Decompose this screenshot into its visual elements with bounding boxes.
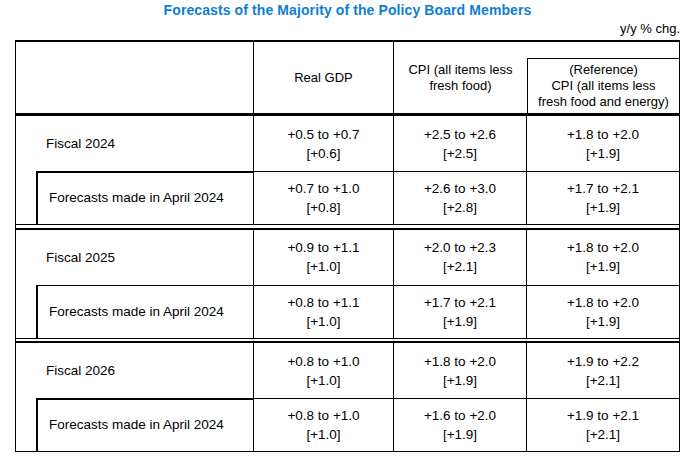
gdp-median: [+0.6] <box>306 144 340 163</box>
gdp-median: [+1.0] <box>306 257 340 276</box>
ref-range: +1.9 to +2.2 <box>567 352 639 371</box>
fiscal-2026-label: Fiscal 2026 <box>16 343 254 398</box>
april-cpi-cell: +1.7 to +2.1 [+1.9] <box>394 285 527 338</box>
april-forecast-label: Forecasts made in April 2024 <box>16 398 254 451</box>
cpi-median: [+2.5] <box>443 144 477 163</box>
fiscal-2025-row: Fiscal 2025 +0.9 to +1.1 [+1.0] +2.0 to … <box>16 230 679 285</box>
fiscal-2025-ref-cell: +1.8 to +2.0 [+1.9] <box>527 230 679 285</box>
cpi-median: [+2.8] <box>443 198 477 217</box>
page-title: Forecasts of the Majority of the Policy … <box>15 2 680 18</box>
cpi-median: [+1.9] <box>443 425 477 444</box>
cpi-median: [+2.1] <box>443 257 477 276</box>
gdp-median: [+0.8] <box>306 198 340 217</box>
section-fiscal-2024: Fiscal 2024 +0.5 to +0.7 [+0.6] +2.5 to … <box>16 116 679 225</box>
fiscal-2026-row: Fiscal 2026 +0.8 to +1.0 [+1.0] +1.8 to … <box>16 343 679 398</box>
ref-range: +1.8 to +2.0 <box>567 238 639 257</box>
ref-range: +1.8 to +2.0 <box>567 293 639 312</box>
ref-median: [+2.1] <box>586 371 620 390</box>
fiscal-2025-label: Fiscal 2025 <box>16 230 254 285</box>
ref-median: [+1.9] <box>586 257 620 276</box>
ref-median: [+1.9] <box>586 198 620 217</box>
header-cell-cpi: CPI (all items less fresh food) <box>394 42 527 113</box>
unit-note: y/y % chg. <box>15 21 680 36</box>
fiscal-2024-label: Fiscal 2024 <box>16 116 254 171</box>
ref-median: [+2.1] <box>586 425 620 444</box>
fiscal-2026-ref-cell: +1.9 to +2.2 [+2.1] <box>527 343 679 398</box>
gdp-median: [+1.0] <box>306 425 340 444</box>
table-header-row: Real GDP CPI (all items less fresh food)… <box>16 42 679 116</box>
fiscal-2025-cpi-cell: +2.0 to +2.3 [+2.1] <box>394 230 527 285</box>
cpi-range: +1.8 to +2.0 <box>424 352 496 371</box>
cpi-median: [+1.9] <box>443 312 477 331</box>
fiscal-2024-gdp-cell: +0.5 to +0.7 [+0.6] <box>254 116 394 171</box>
forecast-table: Real GDP CPI (all items less fresh food)… <box>15 40 680 452</box>
section-fiscal-2025: Fiscal 2025 +0.9 to +1.1 [+1.0] +2.0 to … <box>16 228 679 339</box>
gdp-range: +0.7 to +1.0 <box>287 179 359 198</box>
april-forecast-label: Forecasts made in April 2024 <box>16 285 254 338</box>
april-gdp-cell: +0.7 to +1.0 [+0.8] <box>254 171 394 224</box>
fiscal-2024-row: Fiscal 2024 +0.5 to +0.7 [+0.6] +2.5 to … <box>16 116 679 171</box>
fiscal-2025-gdp-cell: +0.9 to +1.1 [+1.0] <box>254 230 394 285</box>
ref-median: [+1.9] <box>586 144 620 163</box>
april-cpi-cell: +2.6 to +3.0 [+2.8] <box>394 171 527 224</box>
header-cell-empty <box>16 42 254 113</box>
fiscal-2025-april-forecast-row: Forecasts made in April 2024 +0.8 to +1.… <box>16 285 679 338</box>
reference-header-box: (Reference) CPI (all items less fresh fo… <box>527 58 679 113</box>
april-forecast-label: Forecasts made in April 2024 <box>16 171 254 224</box>
gdp-median: [+1.0] <box>306 371 340 390</box>
april-ref-cell: +1.7 to +2.1 [+1.9] <box>527 171 679 224</box>
ref-range: +1.9 to +2.1 <box>567 406 639 425</box>
april-gdp-cell: +0.8 to +1.1 [+1.0] <box>254 285 394 338</box>
fiscal-2026-cpi-cell: +1.8 to +2.0 [+1.9] <box>394 343 527 398</box>
cpi-range: +1.7 to +2.1 <box>424 293 496 312</box>
gdp-range: +0.8 to +1.1 <box>287 293 359 312</box>
cpi-range: +1.6 to +2.0 <box>424 406 496 425</box>
fiscal-2026-gdp-cell: +0.8 to +1.0 [+1.0] <box>254 343 394 398</box>
header-cell-real-gdp: Real GDP <box>254 42 394 113</box>
ref-range: +1.7 to +2.1 <box>567 179 639 198</box>
gdp-range: +0.8 to +1.0 <box>287 352 359 371</box>
april-ref-cell: +1.8 to +2.0 [+1.9] <box>527 285 679 338</box>
april-gdp-cell: +0.8 to +1.0 [+1.0] <box>254 398 394 451</box>
gdp-range: +0.5 to +0.7 <box>287 125 359 144</box>
gdp-range: +0.8 to +1.0 <box>287 406 359 425</box>
fiscal-2026-april-forecast-row: Forecasts made in April 2024 +0.8 to +1.… <box>16 398 679 451</box>
cpi-range: +2.5 to +2.6 <box>424 125 496 144</box>
header-cell-reference: (Reference) CPI (all items less fresh fo… <box>527 42 679 113</box>
page: Forecasts of the Majority of the Policy … <box>0 2 687 456</box>
fiscal-2024-april-forecast-row: Forecasts made in April 2024 +0.7 to +1.… <box>16 171 679 224</box>
cpi-range: +2.0 to +2.3 <box>424 238 496 257</box>
fiscal-2024-cpi-cell: +2.5 to +2.6 [+2.5] <box>394 116 527 171</box>
april-cpi-cell: +1.6 to +2.0 [+1.9] <box>394 398 527 451</box>
gdp-median: [+1.0] <box>306 312 340 331</box>
cpi-median: [+1.9] <box>443 371 477 390</box>
section-fiscal-2026: Fiscal 2026 +0.8 to +1.0 [+1.0] +1.8 to … <box>16 341 679 452</box>
gdp-range: +0.9 to +1.1 <box>287 238 359 257</box>
fiscal-2024-ref-cell: +1.8 to +2.0 [+1.9] <box>527 116 679 171</box>
april-ref-cell: +1.9 to +2.1 [+2.1] <box>527 398 679 451</box>
cpi-range: +2.6 to +3.0 <box>424 179 496 198</box>
ref-median: [+1.9] <box>586 312 620 331</box>
ref-range: +1.8 to +2.0 <box>567 125 639 144</box>
